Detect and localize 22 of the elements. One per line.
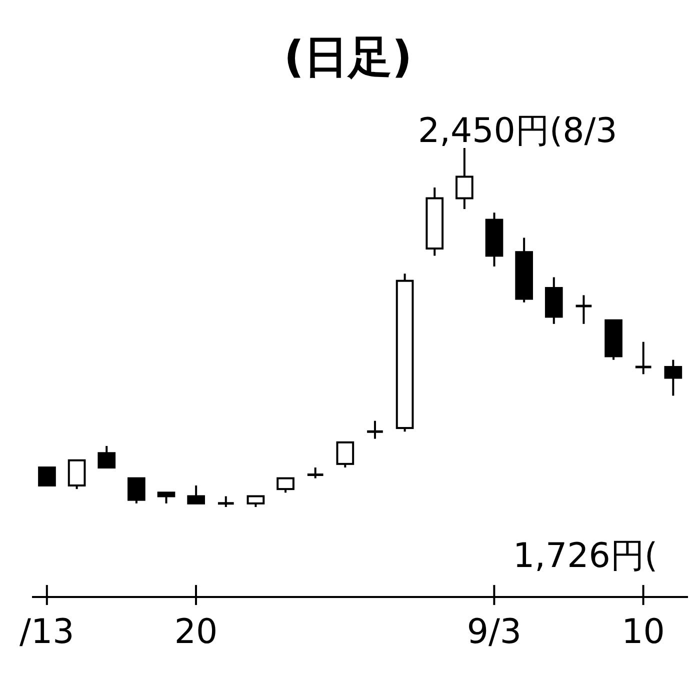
candlestick <box>634 340 653 376</box>
candlestick <box>574 294 593 325</box>
annotation: 2,450円(8/3 <box>418 110 618 153</box>
x-tick-label: 10 <box>622 612 665 652</box>
candlestick <box>38 466 56 486</box>
candlestick <box>157 492 176 504</box>
x-tick-label: 20 <box>174 612 218 652</box>
candlestick <box>336 441 354 469</box>
candlestick <box>276 477 294 494</box>
text: 1,726円( <box>513 535 658 578</box>
candlestick <box>366 420 384 440</box>
candlestick <box>216 495 236 507</box>
candlestick <box>98 444 116 469</box>
candlestick <box>128 477 146 504</box>
candlestick <box>306 466 325 480</box>
candlestick <box>456 148 474 210</box>
candlestick <box>664 358 682 397</box>
chart-title: (日足) <box>282 31 414 85</box>
candlestick <box>187 484 205 504</box>
x-tick-label: 9/3 <box>466 612 522 652</box>
candlestick <box>246 495 265 507</box>
x-tick-label: /13 <box>20 612 74 652</box>
